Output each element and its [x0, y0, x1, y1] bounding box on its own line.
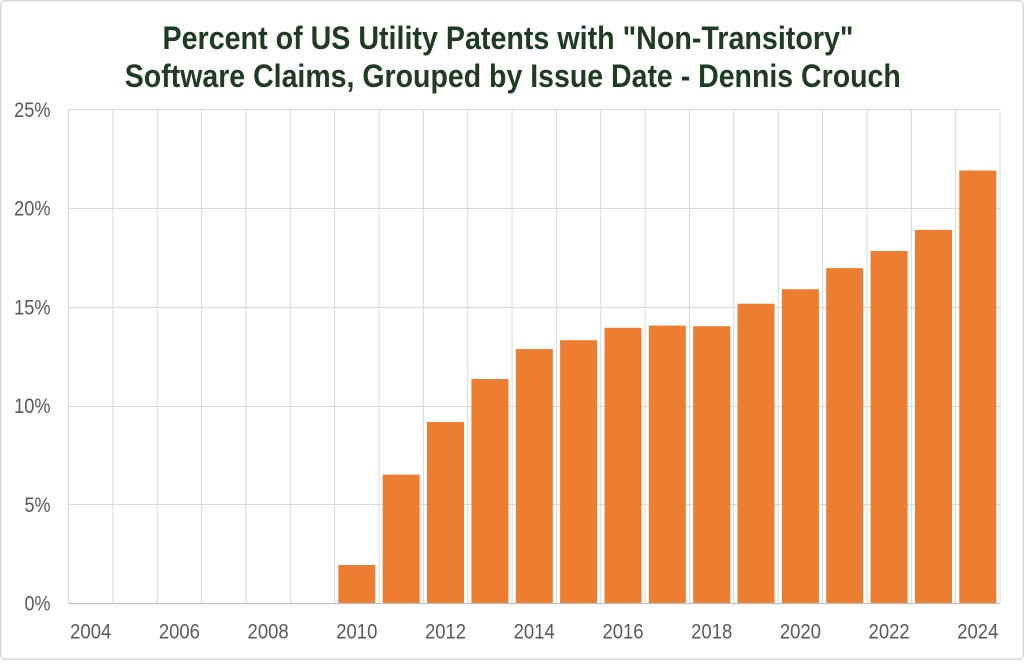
svg-text:2008: 2008 — [248, 620, 289, 643]
svg-text:2012: 2012 — [425, 620, 466, 643]
svg-text:25%: 25% — [14, 99, 50, 122]
svg-text:2024: 2024 — [957, 620, 998, 643]
svg-text:2014: 2014 — [514, 620, 555, 643]
svg-text:2006: 2006 — [159, 620, 200, 643]
svg-text:2020: 2020 — [780, 620, 821, 643]
svg-text:Software Claims, Grouped by Is: Software Claims, Grouped by Issue Date -… — [125, 58, 901, 94]
svg-text:5%: 5% — [25, 494, 51, 517]
svg-text:Percent of US Utility Patents: Percent of US Utility Patents with "Non-… — [163, 20, 854, 56]
svg-text:10%: 10% — [14, 395, 50, 418]
svg-text:20%: 20% — [14, 198, 50, 221]
svg-text:15%: 15% — [14, 296, 50, 319]
svg-text:0%: 0% — [25, 593, 51, 616]
svg-text:2018: 2018 — [691, 620, 732, 643]
svg-text:2004: 2004 — [70, 620, 111, 643]
svg-text:2010: 2010 — [336, 620, 377, 643]
svg-text:2022: 2022 — [869, 620, 910, 643]
svg-text:2016: 2016 — [602, 620, 643, 643]
